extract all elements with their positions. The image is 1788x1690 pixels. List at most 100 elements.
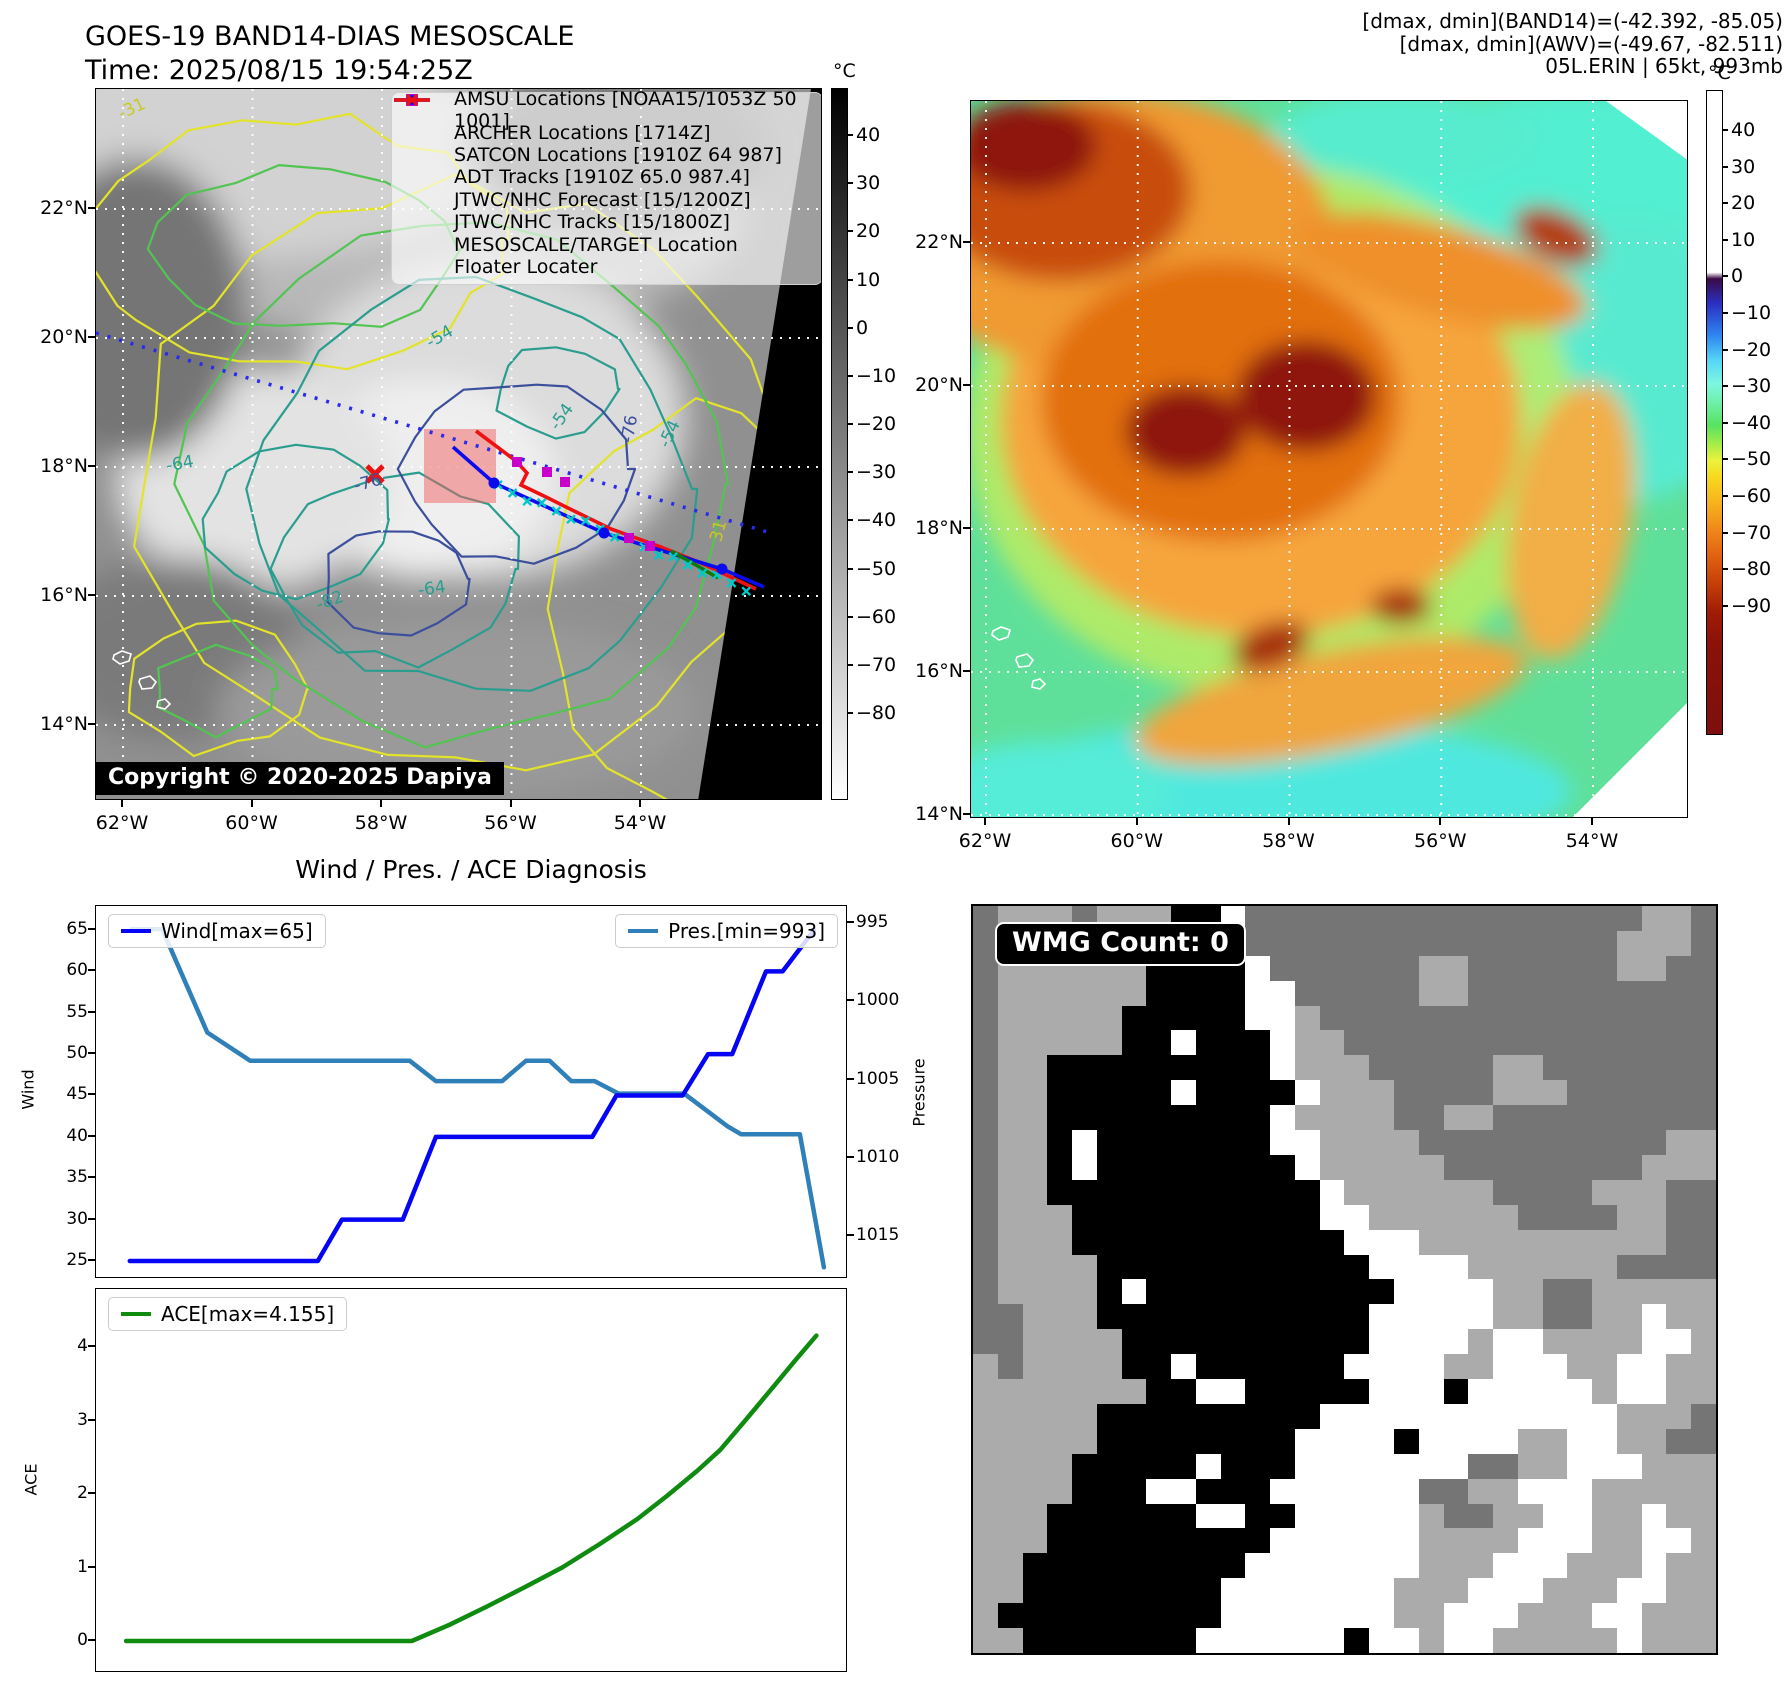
contour-label: -64 [416, 577, 448, 601]
wmg-cell [997, 1154, 1023, 1180]
wmg-cell [1517, 1254, 1543, 1280]
wmg-cell [1245, 1130, 1271, 1155]
wmg-cell [997, 1304, 1023, 1330]
wmg-cell [1517, 1478, 1543, 1504]
wmg-cell [1369, 1628, 1395, 1653]
wmg-cell [1096, 1628, 1122, 1653]
tick-label: 14°N [40, 713, 88, 735]
wmg-cell [1641, 1578, 1667, 1604]
wmg-cell [1616, 980, 1642, 1006]
wmg-cell [1517, 1154, 1543, 1180]
wmg-cell [1096, 1154, 1122, 1180]
wmg-cell [1245, 1279, 1271, 1305]
wmg-cell [1443, 1154, 1469, 1180]
wmg-cell [1418, 1628, 1444, 1653]
wmg-cell [1517, 1105, 1543, 1131]
wmg-cell [1641, 1229, 1667, 1255]
wmg-cell [1493, 1453, 1518, 1479]
wmg-cell [1443, 1179, 1469, 1205]
wmg-cell [1443, 1628, 1469, 1653]
wmg-cell [1270, 906, 1295, 931]
wmg-cell [1394, 1553, 1419, 1579]
tick-mark [88, 723, 95, 725]
wmg-cell [1691, 1354, 1716, 1380]
wmg-cell [973, 1503, 998, 1529]
wmg-cell [1319, 1403, 1345, 1429]
wmg-cell [1666, 1403, 1692, 1429]
wmg-cell [1121, 1005, 1147, 1031]
wmg-cell [1493, 1354, 1518, 1380]
no-data-corner-bottom [1573, 703, 1687, 817]
wmg-cell [1220, 1403, 1246, 1429]
wmg-cell [1641, 1603, 1667, 1629]
wmg-cell [997, 1403, 1023, 1429]
wmg-cell [1567, 1403, 1593, 1429]
wmg-cell [1344, 1080, 1370, 1106]
wmg-cell [997, 1553, 1023, 1579]
wmg-cell [1493, 1628, 1518, 1653]
wmg-cell [1319, 906, 1345, 931]
wmg-cell [1121, 980, 1147, 1006]
wmg-cell [1394, 1080, 1419, 1106]
wmg-cell [1220, 1204, 1246, 1230]
wmg-cell [1641, 1329, 1667, 1355]
wmg-cell [1022, 1055, 1048, 1081]
tick-mark [1723, 531, 1728, 534]
wmg-cell [1072, 1304, 1097, 1330]
wmg-cell [1517, 1030, 1543, 1056]
wmg-cell [1195, 1279, 1221, 1305]
wmg-cell [1245, 1229, 1271, 1255]
wmg-cell [1592, 1578, 1617, 1604]
wmg-cell [1517, 1179, 1543, 1205]
wmg-cell [1493, 955, 1518, 981]
wmg-cell [1022, 1279, 1048, 1305]
wmg-cell [1517, 1005, 1543, 1031]
wmg-cell [1294, 1154, 1320, 1180]
wmg-cell [1344, 1005, 1370, 1031]
wmg-cell [1592, 1055, 1617, 1081]
wmg-cell [1319, 1080, 1345, 1106]
wmg-cell [1641, 1030, 1667, 1056]
wmg-cell [1270, 1379, 1295, 1404]
wmg-cell [1195, 1105, 1221, 1131]
wmg-cell [1270, 955, 1295, 981]
tick-mark [963, 241, 970, 243]
wmg-cell [1443, 1105, 1469, 1131]
wmg-cell [973, 1080, 998, 1106]
wmg-cell [1592, 1403, 1617, 1429]
tick-mark [88, 1565, 95, 1568]
wmg-cell [1592, 1130, 1617, 1155]
tick-mark [848, 278, 853, 281]
tick-mark [847, 999, 854, 1002]
wmg-cell [1394, 1229, 1419, 1255]
wmg-cell [1666, 1179, 1692, 1205]
wmg-cell [1319, 1279, 1345, 1305]
wmg-cell [1443, 1553, 1469, 1579]
wmg-cell [1369, 1379, 1395, 1404]
wmg-cell [973, 1179, 998, 1205]
amsu-archer-markers [512, 457, 655, 551]
wmg-cell [1344, 1379, 1370, 1404]
wmg-cell [1616, 1179, 1642, 1205]
wmg-cell [1418, 1428, 1444, 1454]
wmg-cell [1616, 1379, 1642, 1404]
wmg-cell [1022, 1204, 1048, 1230]
wmg-cell [1517, 930, 1543, 956]
wmg-cell [1468, 1478, 1494, 1504]
wmg-cell [1418, 955, 1444, 981]
diagnosis-title: Wind / Pres. / ACE Diagnosis [295, 855, 647, 884]
wmg-cell [1245, 1453, 1271, 1479]
wmg-cell [1443, 1005, 1469, 1031]
wmg-cell [997, 1578, 1023, 1604]
wmg-cell [1691, 1229, 1716, 1255]
wmg-cell [1592, 1453, 1617, 1479]
wmg-cell [1369, 1105, 1395, 1131]
wmg-cell [1270, 1254, 1295, 1280]
dmax-dmin-awv: [dmax, dmin](AWV)=(-49.67, -82.511) [1399, 31, 1783, 56]
wmg-cell [1047, 1578, 1073, 1604]
wmg-cell [1691, 980, 1716, 1006]
tick-label: 22°N [40, 197, 88, 219]
wmg-cell [1666, 1528, 1692, 1554]
wmg-cell [1443, 1130, 1469, 1155]
wmg-cell [1369, 1578, 1395, 1604]
